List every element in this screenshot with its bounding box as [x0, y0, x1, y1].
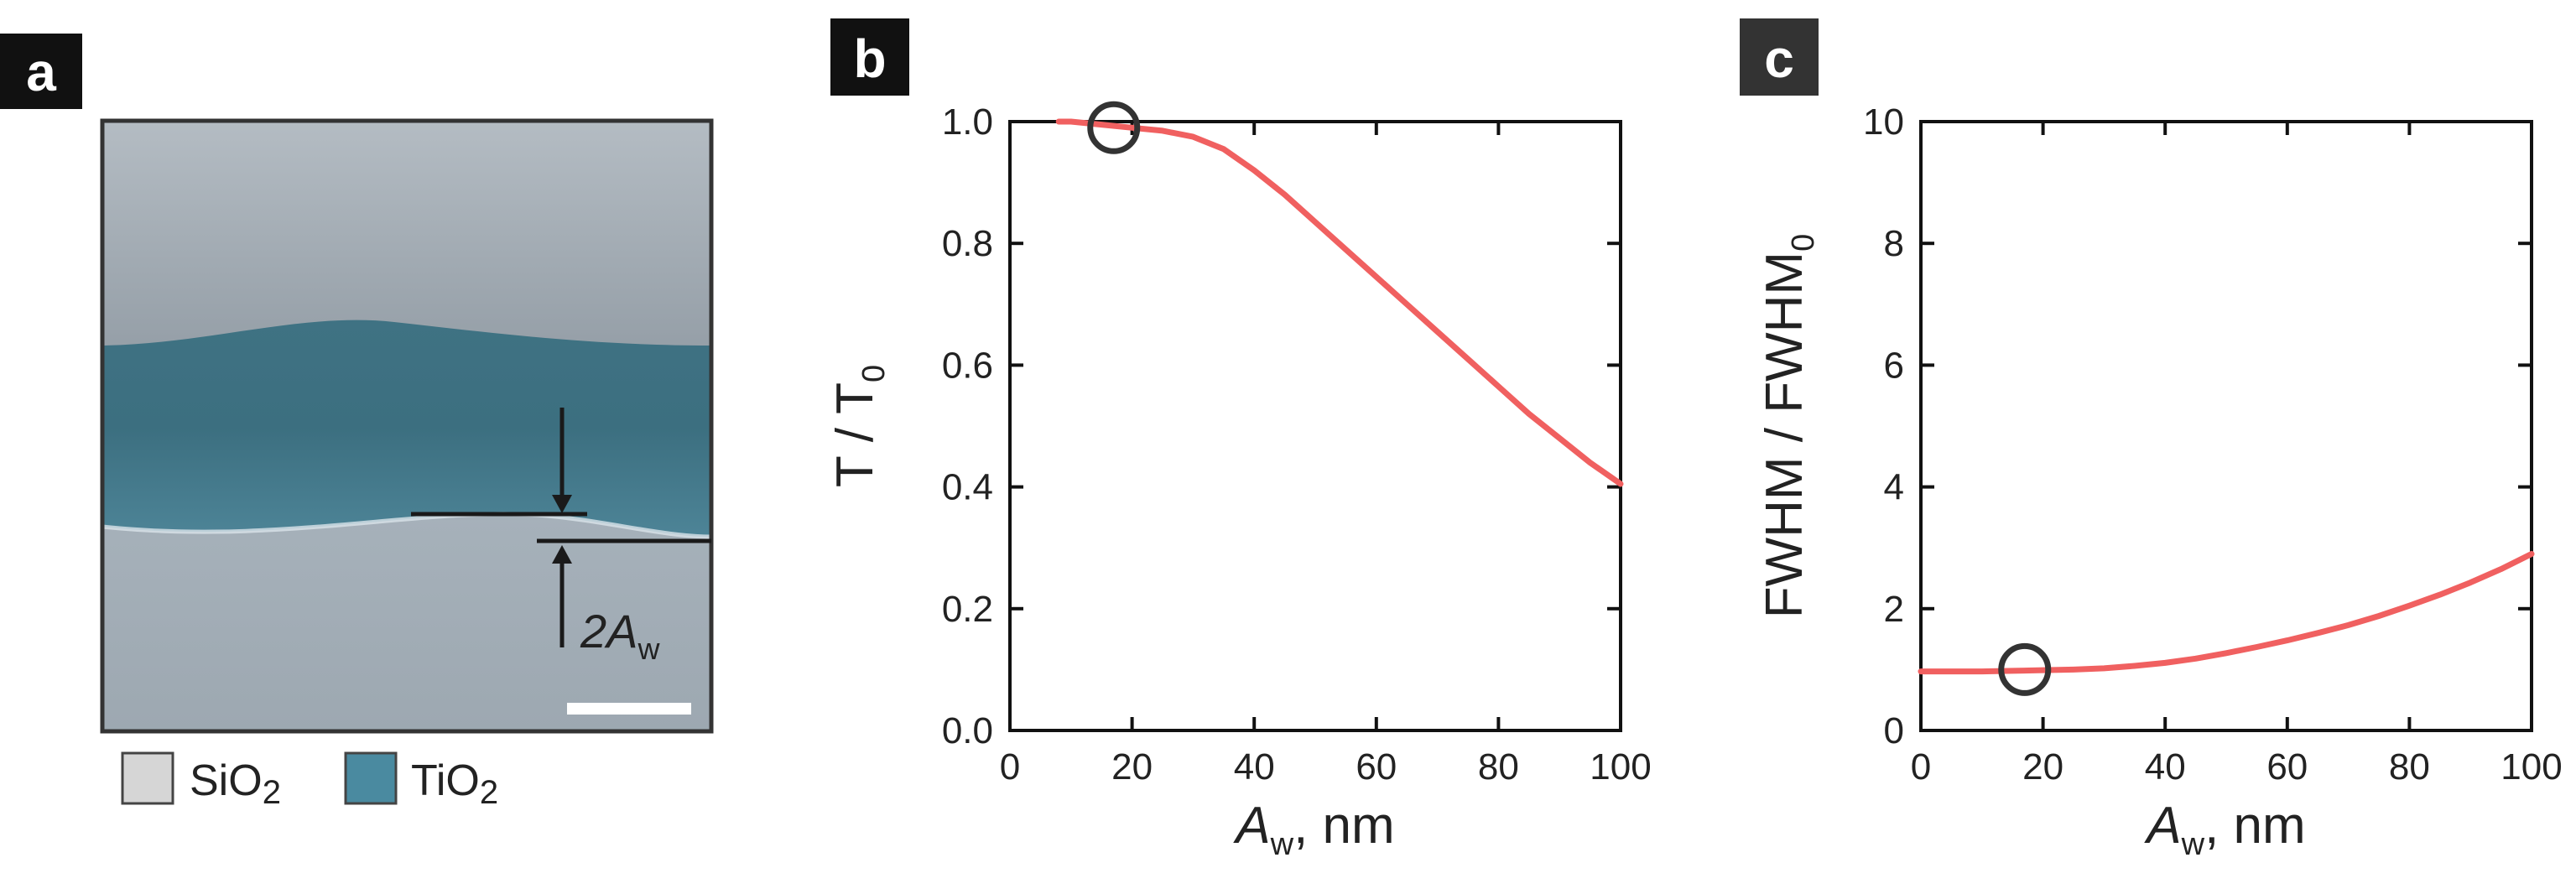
down-arrow-head	[552, 495, 572, 513]
x-tick-label: 60	[1356, 746, 1397, 787]
highlight-marker-circle	[1998, 642, 2052, 696]
y-tick-label: 0	[1884, 710, 1904, 751]
panel-label-a: a	[26, 42, 56, 102]
y-axis-label: FWHM / FWHM0	[1756, 234, 1821, 618]
series-line	[1055, 118, 1624, 487]
plot-frame	[1919, 120, 2533, 732]
x-tick-label: 60	[2266, 746, 2308, 787]
highlight-marker-circle	[1087, 101, 1141, 154]
x-tick-label: 20	[1111, 746, 1153, 787]
y-tick-label: 6	[1884, 345, 1904, 386]
x-tick-label: 80	[2389, 746, 2430, 787]
panel-label-c: c	[1764, 29, 1794, 89]
x-tick-label: 100	[2501, 746, 2562, 787]
up-arrow-head	[552, 545, 572, 564]
legend-swatch-sio2	[121, 751, 174, 805]
legend-label-sio2: SiO2	[190, 756, 281, 811]
legend-label-tio2: TiO2	[411, 756, 498, 811]
x-tick-label: 80	[1478, 746, 1519, 787]
image-frame	[100, 118, 714, 734]
y-tick-label: 0.0	[942, 710, 993, 751]
x-axis-label: Aw, nm	[2143, 797, 2305, 862]
x-tick-label: 100	[1590, 746, 1651, 787]
panel-label-b: b	[853, 29, 886, 89]
plot-frame	[1008, 120, 1622, 732]
x-tick-label: 0	[1911, 746, 1931, 787]
x-axis-label: Aw, nm	[1232, 797, 1394, 862]
scale-bar	[567, 703, 691, 715]
panel-b: b 0 20 40 60 80 100 0.0 0.2 0.4 0.6 0.8 1.0 Aw, nm T …	[826, 18, 1652, 862]
panel-label-box-b	[830, 18, 909, 96]
chart-transmission: 0 20 40 60 80 100 0.0 0.2 0.4 0.6 0.8 1.0 Aw, nm T / …	[826, 101, 1652, 862]
y-tick-label: 0.4	[942, 467, 993, 508]
panel-a: a 2Aw SiO2 TiO2	[0, 34, 714, 811]
y-tick-label: 2	[1884, 589, 1904, 630]
x-tick-label: 40	[1234, 746, 1275, 787]
y-tick-label: 0.2	[942, 589, 993, 630]
legend-swatch-tio2	[344, 751, 398, 805]
x-tick-label: 0	[1000, 746, 1020, 787]
panel-c: c 0 20 40 60 80 100 0 2 4 6 8 10 Aw, nm FWHM / FWHM0	[1740, 18, 2563, 862]
sio2-bottom-region	[102, 513, 711, 731]
panel-label-box-c	[1740, 18, 1819, 96]
y-tick-label: 8	[1884, 223, 1904, 264]
legend: SiO2 TiO2	[121, 751, 498, 811]
y-tick-label: 0.8	[942, 223, 993, 264]
y-axis-label: T / T0	[826, 365, 892, 487]
y-tick-label: 4	[1884, 467, 1904, 508]
x-tick-label: 40	[2145, 746, 2186, 787]
y-tick-label: 0.6	[942, 345, 993, 386]
amplitude-annotation: 2Aw	[580, 605, 661, 666]
tio2-waveguide	[102, 320, 711, 537]
panel-label-box-a	[0, 34, 82, 109]
series-line	[1918, 551, 2535, 675]
chart-fwhm: 0 20 40 60 80 100 0 2 4 6 8 10 Aw, nm FWHM / FWHM0	[1756, 101, 2563, 862]
y-tick-label: 10	[1863, 101, 1904, 143]
waveguide-image: 2Aw	[100, 118, 714, 734]
x-tick-label: 20	[2022, 746, 2063, 787]
y-tick-label: 1.0	[942, 101, 993, 143]
